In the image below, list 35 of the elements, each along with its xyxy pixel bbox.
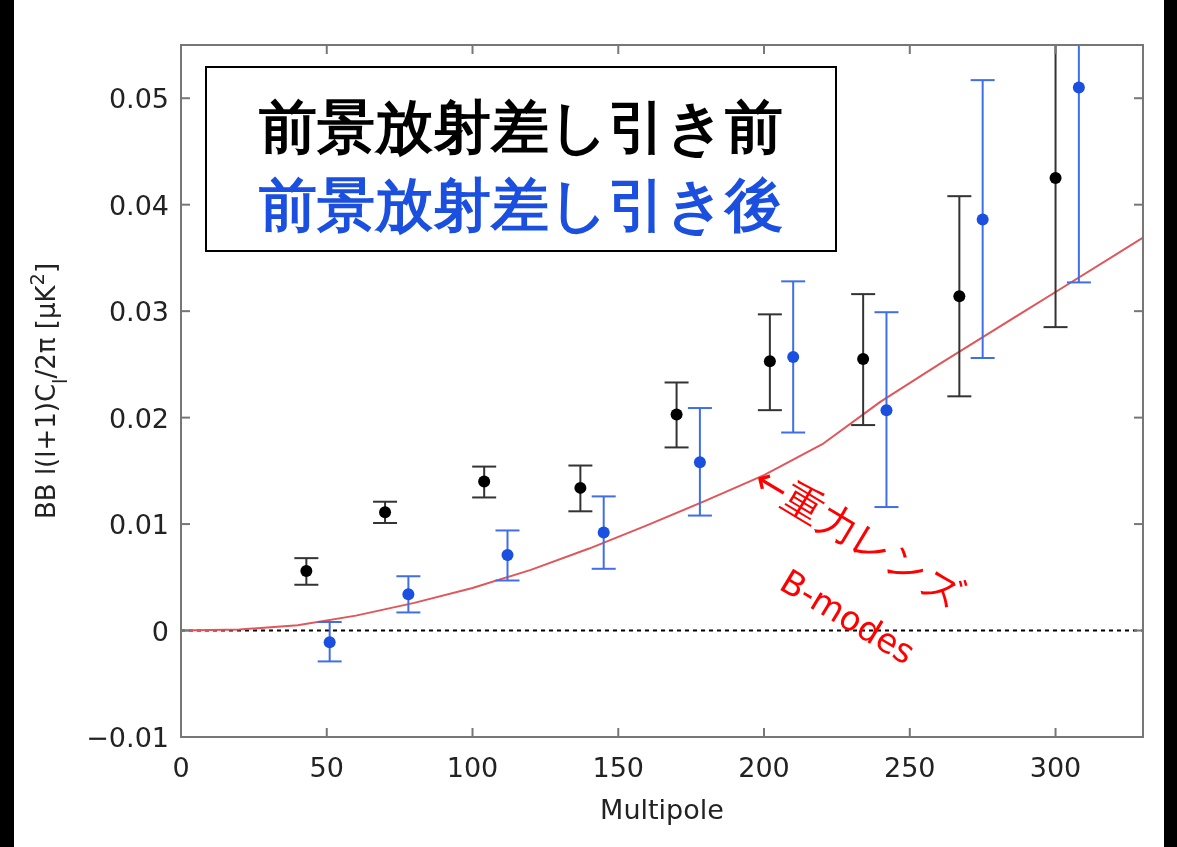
- x-tick-label: 300: [1029, 752, 1082, 783]
- point: [787, 350, 800, 363]
- y-tick-label: 0.03: [108, 296, 169, 328]
- point: [976, 213, 989, 226]
- series-label: 前景放射差し引き後: [259, 171, 783, 239]
- point: [597, 526, 610, 539]
- x-tick-label: 100: [446, 752, 499, 783]
- point: [478, 475, 491, 488]
- point: [574, 481, 587, 494]
- y-tick-label: 0.04: [108, 189, 169, 221]
- x-tick-label: 50: [309, 752, 344, 783]
- point: [953, 290, 966, 303]
- x-tick-label: 150: [592, 752, 645, 783]
- point: [763, 355, 776, 368]
- point: [379, 506, 392, 519]
- x-tick-label: 0: [172, 752, 190, 783]
- point: [880, 404, 893, 417]
- y-tick-label: 0.01: [108, 509, 169, 541]
- y-tick-label: 0: [151, 615, 169, 647]
- y-tick-label: 0.05: [108, 83, 169, 115]
- y-tick-label: −0.01: [86, 722, 169, 753]
- y-tick-label: 0.02: [108, 402, 169, 434]
- point: [300, 564, 313, 577]
- x-tick-label: 250: [884, 752, 936, 783]
- legend: 前景放射差し引き前 前景放射差し引き後: [205, 66, 837, 252]
- point: [402, 588, 415, 601]
- point: [857, 353, 870, 366]
- point: [1072, 81, 1085, 94]
- x-tick-label: 200: [738, 752, 790, 783]
- point: [693, 456, 706, 469]
- x-axis-title: Multipole: [600, 794, 724, 825]
- point: [501, 548, 514, 561]
- point: [323, 636, 336, 649]
- point: [670, 408, 683, 421]
- point: [1049, 172, 1062, 185]
